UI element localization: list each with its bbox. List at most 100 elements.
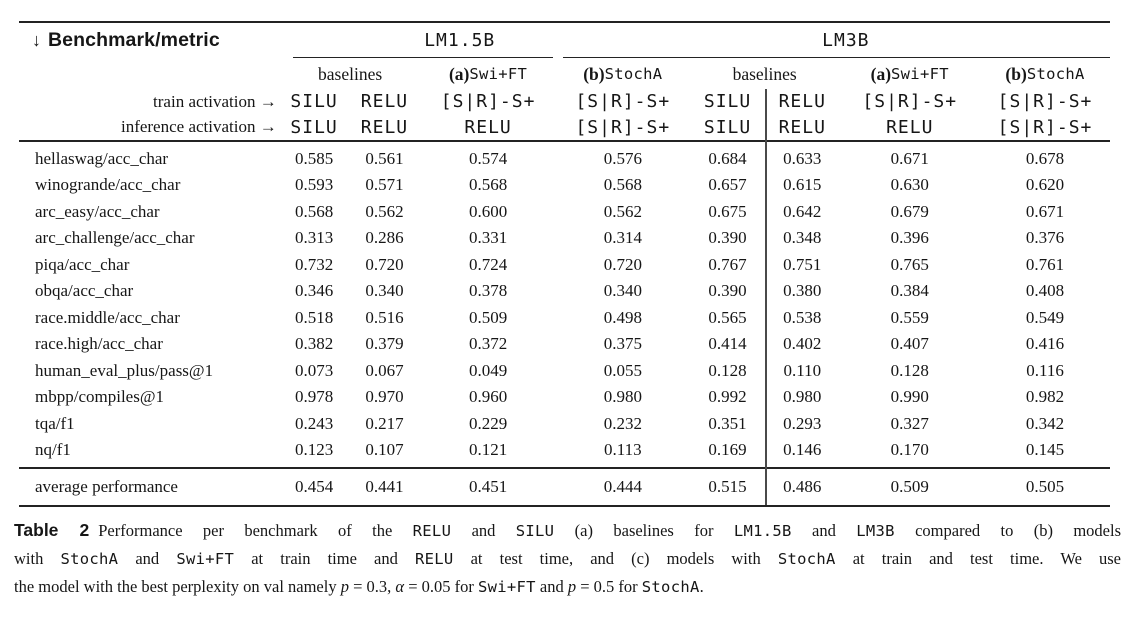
value-cell: 0.107 — [365, 440, 404, 460]
value-cell: 0.516 — [365, 307, 404, 327]
group-header-lm15b: LM1.5B — [280, 23, 556, 57]
value-cell: 0.505 — [1025, 476, 1065, 496]
benchmark-label: race.high/acc_char — [35, 334, 163, 354]
table-row: arc_challenge/acc_char 0.313 0.286 0.331 0.3… — [19, 225, 1110, 252]
text-segment: (b) — [1005, 63, 1027, 84]
text-segment: the model with the best perplexity on va… — [14, 576, 341, 596]
top-rule — [19, 21, 1110, 23]
text-segment: StochA — [604, 65, 663, 83]
value-cell: 0.348 — [783, 228, 822, 248]
text-segment: p — [567, 576, 577, 596]
benchmark-label: piqa/acc_char — [35, 254, 130, 274]
value-cell: 0.414 — [708, 334, 747, 354]
benchmark-label: tqa/f1 — [35, 413, 75, 433]
text-segment: = 0.5 for — [576, 576, 642, 596]
value-cell: 0.454 — [294, 476, 334, 496]
table-row: inference activation → SILU RELU RELU [S|R]-… — [19, 115, 1110, 141]
value-cell: 0.372 — [468, 334, 508, 354]
value-cell: 0.562 — [603, 201, 642, 221]
method-header-baselines: baselines — [690, 59, 839, 89]
benchmark-label: arc_challenge/acc_char — [35, 228, 195, 248]
text-segment: Swi+FT — [469, 65, 528, 83]
table-row: nq/f1 0.123 0.107 0.121 0.113 0.169 0.146 0.170… — [19, 437, 1110, 464]
value-cell: 0.340 — [603, 281, 642, 301]
value-cell: RELU — [360, 116, 409, 138]
value-cell: 0.486 — [783, 476, 822, 496]
value-cell: 0.049 — [468, 360, 508, 380]
results-table: ↓ Benchmark/metric LM1.5B LM3B baselines… — [19, 21, 1110, 507]
method-header-swift: (a) Swi+FT — [839, 59, 980, 89]
table-row: tqa/f1 0.243 0.217 0.229 0.232 0.351 0.293 0.32… — [19, 411, 1110, 438]
corner-cell: ↓ Benchmark/metric — [19, 23, 280, 57]
group-underline-row — [19, 57, 1110, 59]
text-segment: LM1.5B — [733, 521, 792, 540]
value-cell: 0.761 — [1025, 254, 1065, 274]
value-cell: 0.382 — [294, 334, 334, 354]
value-cell: 0.720 — [603, 254, 642, 274]
value-cell: [S|R]-S+ — [440, 91, 536, 113]
text-segment: = 0.05 for — [404, 576, 478, 596]
header-rule — [19, 140, 1110, 142]
value-cell: 0.390 — [708, 281, 747, 301]
value-cell: 0.498 — [603, 307, 642, 327]
value-cell: 0.633 — [783, 148, 822, 168]
text-segment: at test time, and (c) models with — [453, 548, 778, 568]
text-segment: (a) — [448, 63, 470, 84]
activation-header-rows: train activation → SILU RELU [S|R]-S+ [S|R]-… — [19, 89, 1110, 140]
value-cell: 0.314 — [603, 228, 642, 248]
value-cell: 0.559 — [890, 307, 929, 327]
value-cell: SILU — [290, 91, 338, 113]
value-cell: [S|R]-S+ — [575, 116, 671, 138]
text-segment: and — [118, 548, 177, 568]
group-header-row: ↓ Benchmark/metric LM1.5B LM3B — [19, 23, 1110, 57]
value-cell: 0.562 — [365, 201, 404, 221]
value-cell: [S|R]-S+ — [862, 91, 958, 113]
text-segment: . — [699, 576, 704, 596]
value-cell: SILU — [703, 91, 752, 113]
table-row: winogrande/acc_char 0.593 0.571 0.568 0.568 0… — [19, 172, 1110, 199]
text-segment: StochA — [1026, 65, 1085, 83]
value-cell: 0.116 — [1026, 360, 1064, 380]
value-cell: 0.600 — [468, 201, 508, 221]
value-cell: 0.293 — [783, 413, 822, 433]
value-cell: 0.128 — [890, 360, 929, 380]
value-cell: 0.585 — [294, 148, 334, 168]
value-cell: 0.145 — [1025, 440, 1065, 460]
table-row: human_eval_plus/pass@1 0.073 0.067 0.049 0.0… — [19, 358, 1110, 385]
value-cell: 0.390 — [708, 228, 747, 248]
table-row: race.middle/acc_char 0.518 0.516 0.509 0.498… — [19, 305, 1110, 332]
value-cell: 0.720 — [365, 254, 404, 274]
value-cell: 0.980 — [603, 387, 642, 407]
value-cell: 0.620 — [1025, 175, 1065, 195]
value-cell: 0.509 — [468, 307, 508, 327]
value-cell: 0.724 — [468, 254, 508, 274]
text-segment: at train time and — [234, 548, 415, 568]
value-cell: RELU — [886, 116, 934, 138]
value-cell: 0.441 — [365, 476, 404, 496]
benchmark-metric-heading: Benchmark/metric — [48, 28, 220, 51]
value-cell: 0.340 — [365, 281, 404, 301]
text-segment: Performance per benchmark of the — [98, 520, 413, 540]
value-cell: 0.351 — [708, 413, 747, 433]
value-cell: 0.657 — [708, 175, 747, 195]
vertical-divider — [765, 89, 767, 505]
value-cell: 0.765 — [890, 254, 929, 274]
table-row: mbpp/compiles@1 0.978 0.970 0.960 0.980 0.992… — [19, 384, 1110, 411]
value-cell: 0.451 — [468, 476, 508, 496]
text-segment: at train and test time. We use — [835, 548, 1122, 568]
value-cell: 0.073 — [294, 360, 334, 380]
benchmark-label: human_eval_plus/pass@1 — [35, 360, 214, 380]
value-cell: 0.568 — [294, 201, 334, 221]
value-cell: 0.678 — [1025, 148, 1065, 168]
table-row: train activation → SILU RELU [S|R]-S+ [S|R]-… — [19, 89, 1110, 115]
value-cell: 0.444 — [603, 476, 642, 496]
value-cell: 0.732 — [294, 254, 334, 274]
activation-label: train activation → — [153, 91, 277, 111]
text-segment: α — [395, 576, 405, 596]
table-row: race.high/acc_char 0.382 0.379 0.372 0.375 0.… — [19, 331, 1110, 358]
text-segment: and — [791, 520, 857, 540]
text-segment: baselines — [732, 63, 797, 84]
text-segment: Swi+FT — [176, 549, 235, 568]
value-cell: [S|R]-S+ — [575, 91, 671, 113]
value-cell: 0.110 — [783, 360, 822, 380]
